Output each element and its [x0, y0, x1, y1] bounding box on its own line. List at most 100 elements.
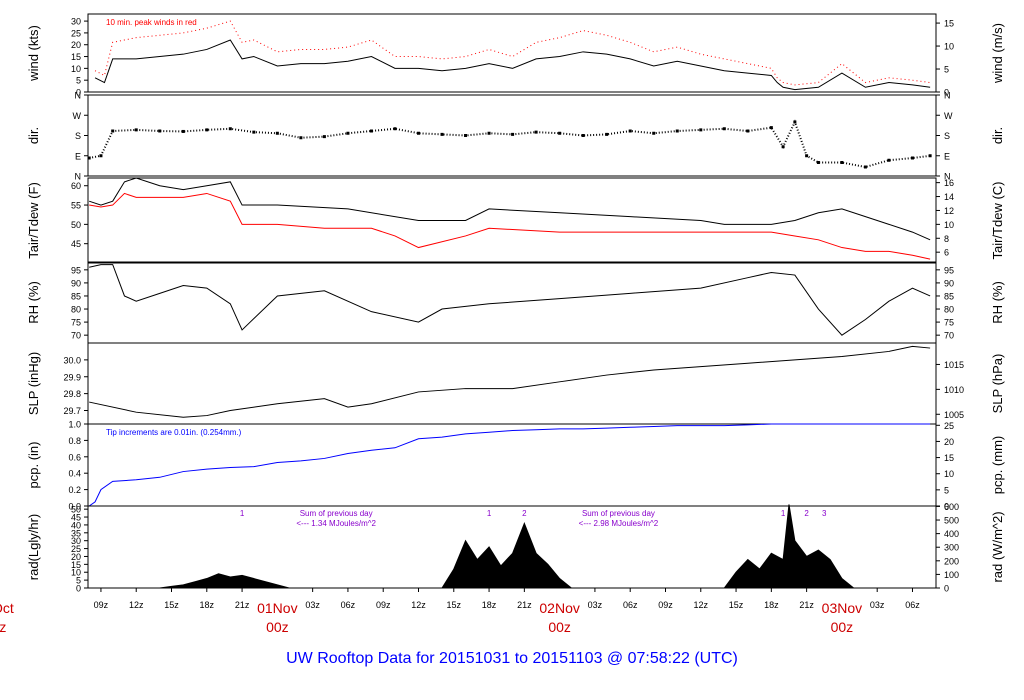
- rad-ytick-label-right: 600: [944, 502, 959, 512]
- wind-series-line: [94, 20, 931, 86]
- dir-point: [322, 135, 326, 139]
- rad-ytick-label-left: 25: [71, 544, 81, 554]
- dir-ytick-label-left: W: [73, 111, 82, 121]
- xtick-label: 09z: [376, 600, 391, 610]
- rad-annotation: Sum of previous day: [582, 509, 655, 518]
- temp-ytick-label-right: 8: [944, 234, 949, 244]
- wind-ytick-label-right: 5: [944, 65, 949, 75]
- rh-ylabel-right: RH (%): [990, 281, 1005, 324]
- rad-annotation: Sum of previous day: [300, 509, 373, 518]
- day-label: 31Oct: [0, 600, 14, 616]
- slp-ytick-label-left: 29.7: [63, 406, 81, 416]
- wind-ytick-label-left: 0: [76, 88, 81, 98]
- dir-point: [558, 131, 562, 135]
- dir-point: [228, 127, 232, 131]
- rh-ytick-label-left: 75: [71, 318, 81, 328]
- dir-point: [346, 131, 350, 135]
- dir-point: [181, 129, 185, 133]
- rh-ytick-label-left: 90: [71, 278, 81, 288]
- dir-point: [910, 156, 914, 160]
- day-sublabel: 00z: [548, 619, 571, 635]
- rh-ytick-label-right: 90: [944, 278, 954, 288]
- pcp-ytick-label-left: 0.0: [68, 502, 81, 512]
- temp-ytick-label-right: 14: [944, 192, 954, 202]
- xtick-label: 09z: [94, 600, 109, 610]
- rad-ytick-label-left: 50: [71, 505, 81, 515]
- day-label: 02Nov: [539, 600, 579, 616]
- dir-point: [158, 129, 162, 133]
- day-label: 01Nov: [257, 600, 297, 616]
- temp-ylabel-left: Tair/Tdew (F): [26, 182, 41, 259]
- pcp-ylabel-right: pcp. (mm): [990, 436, 1005, 495]
- slp-ytick-label-left: 29.8: [63, 389, 81, 399]
- rh-ytick-label-right: 80: [944, 305, 954, 315]
- dir-series: [88, 119, 931, 169]
- wind-annotation: 10 min. peak winds in red: [106, 18, 197, 27]
- slp-ytick-label-right: 1010: [944, 385, 964, 395]
- rad-ytick-label-right: 500: [944, 516, 959, 526]
- rad-annotation: 1: [240, 509, 245, 518]
- rad-ytick-label-left: 45: [71, 513, 81, 523]
- xtick-label: 06z: [905, 600, 920, 610]
- rh-ytick-label-right: 85: [944, 291, 954, 301]
- temp-ylabel-right: Tair/Tdew (C): [990, 181, 1005, 259]
- rh-ytick-label-left: 95: [71, 265, 81, 275]
- slp-ytick-label-left: 30.0: [63, 355, 81, 365]
- dir-point: [393, 127, 397, 131]
- dir-ytick-label-right: W: [944, 111, 953, 121]
- temp-ytick-label-right: 10: [944, 220, 954, 230]
- dir-point: [928, 154, 932, 158]
- rad-ytick-label-right: 100: [944, 570, 959, 580]
- dir-point: [816, 161, 820, 164]
- dir-point: [605, 132, 609, 136]
- wind-ytick-label-left: 10: [71, 64, 81, 74]
- dir-ylabel-right: dir.: [990, 127, 1005, 144]
- wind-ytick-label-left: 30: [71, 17, 81, 27]
- wind-ytick-label-left: 25: [71, 28, 81, 38]
- day-label: 03Nov: [822, 600, 862, 616]
- slp-ytick-label-right: 1015: [944, 360, 964, 370]
- dir-point: [369, 129, 373, 133]
- dir-point: [840, 161, 844, 164]
- dir-point: [464, 134, 468, 137]
- rad-ytick-label-right: 300: [944, 543, 959, 553]
- xtick-label: 21z: [517, 600, 532, 610]
- rad-ytick-label-left: 20: [71, 552, 81, 562]
- xtick-label: 12z: [129, 600, 144, 610]
- pcp-ytick-label-left: 0.2: [68, 485, 81, 495]
- temp-series-line: [89, 192, 931, 260]
- rh-series-line: [89, 264, 931, 336]
- dir-ylabel-left: dir.: [26, 127, 41, 144]
- pcp-ytick-label-right: 0: [944, 502, 949, 512]
- temp-ytick-label-right: 16: [944, 178, 954, 188]
- dir-point: [628, 129, 632, 133]
- xtick-label: 12z: [411, 600, 426, 610]
- temp-frame: [87, 177, 937, 264]
- dir-point: [534, 130, 538, 134]
- dir-point: [205, 128, 209, 132]
- xtick-label: 03z: [870, 600, 885, 610]
- rh-ytick-label-right: 95: [944, 265, 954, 275]
- rad-ytick-label-right: 0: [944, 584, 949, 594]
- dir-point: [134, 128, 138, 132]
- pcp-ytick-label-left: 1.0: [68, 420, 81, 430]
- slp-ylabel-left: SLP (inHg): [26, 352, 41, 415]
- wind-ylabel-right: wind (m/s): [990, 23, 1005, 84]
- xtick-label: 21z: [235, 600, 250, 610]
- rad-ylabel-left: rad(Lgly/hr): [26, 514, 41, 580]
- dir-ytick-label-right: S: [944, 131, 950, 141]
- wind-ytick-label-left: 15: [71, 52, 81, 62]
- wind-ytick-label-left: 5: [76, 76, 81, 86]
- dir-ytick-label-left: N: [75, 172, 82, 182]
- wind-frame: [87, 13, 937, 93]
- temp-ytick-label-left: 60: [71, 181, 81, 191]
- dir-point: [769, 126, 773, 130]
- slp-frame: [87, 342, 937, 425]
- dir-ytick-label-left: N: [75, 91, 82, 101]
- slp-ylabel-right: SLP (hPa): [990, 354, 1005, 414]
- rh-ytick-label-left: 70: [71, 331, 81, 341]
- xtick-label: 15z: [164, 600, 179, 610]
- dir-point: [581, 134, 585, 137]
- dir-point: [99, 154, 103, 158]
- pcp-ytick-label-right: 10: [944, 469, 954, 479]
